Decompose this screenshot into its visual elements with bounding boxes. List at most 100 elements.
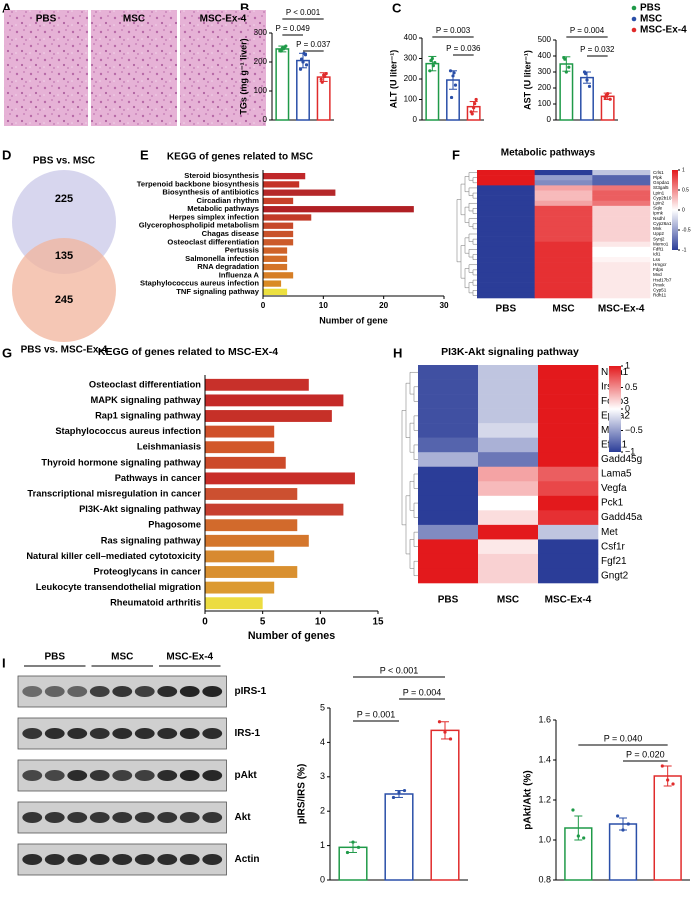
y-tick-label: 300 xyxy=(404,54,418,63)
heatmap-cell xyxy=(477,241,535,248)
p-value: P = 0.040 xyxy=(604,733,643,743)
category-label: Metabolic pathways xyxy=(187,204,259,213)
bar xyxy=(263,255,288,262)
blot-band xyxy=(112,770,133,781)
data-point xyxy=(582,836,586,840)
heatmap-cell xyxy=(534,216,593,222)
heatmap-cell xyxy=(538,452,599,468)
y-tick-label: 300 xyxy=(538,67,552,76)
row-label: St3gal5 xyxy=(653,185,669,190)
colorbar-label: 1 xyxy=(682,167,685,173)
data-point xyxy=(284,44,288,48)
blot-band xyxy=(89,728,110,739)
venn-circle xyxy=(12,238,116,342)
bar xyxy=(263,230,294,238)
heatmap-cell xyxy=(478,524,539,540)
blot-band xyxy=(157,854,178,865)
row-label: Mvd xyxy=(653,272,662,277)
p-value: P < 0.001 xyxy=(380,665,419,675)
data-point xyxy=(604,93,608,97)
heatmap-cell xyxy=(534,231,593,237)
category-label: Osteoclast differentiation xyxy=(167,237,259,246)
y-tick-label: 400 xyxy=(404,33,418,42)
p-value: P = 0.036 xyxy=(446,44,481,53)
p-value: P = 0.001 xyxy=(357,709,396,719)
data-point xyxy=(437,720,442,724)
chart-title: PI3K-Akt signaling pathway xyxy=(441,346,579,358)
row-label: Plpk xyxy=(653,175,663,180)
colorbar-label: 0 xyxy=(682,207,685,213)
x-tick-label: 15 xyxy=(373,617,384,628)
category-label: Salmonella infection xyxy=(185,254,259,263)
y-tick-label: 400 xyxy=(538,51,552,60)
data-point xyxy=(433,61,437,65)
row-label: Csf1r xyxy=(601,541,626,552)
blot-band xyxy=(157,812,178,823)
category-label: Thyroid hormone signaling pathway xyxy=(41,457,201,467)
p-value: P = 0.032 xyxy=(580,45,615,54)
heatmap-cell xyxy=(592,251,651,258)
data-point xyxy=(323,74,327,79)
bar xyxy=(296,59,310,121)
bar xyxy=(205,597,263,610)
bar xyxy=(205,488,298,500)
row-label: Mvk xyxy=(653,226,662,231)
column-label: MSC xyxy=(552,304,574,315)
venn-count: 245 xyxy=(55,294,73,306)
bar xyxy=(205,550,275,563)
panel-letter: C xyxy=(392,0,402,15)
row-label: Pmvk xyxy=(653,282,665,287)
y-axis-title: TGs (mg g⁻¹ liver) xyxy=(238,38,248,114)
colorbar-label: −1 xyxy=(625,446,635,456)
heatmap-cell xyxy=(592,226,651,232)
heatmap-cell xyxy=(592,272,651,278)
y-axis-title: pAkt/Akt (%) xyxy=(523,770,534,829)
blot-band xyxy=(179,728,200,739)
blot-band xyxy=(202,812,223,823)
data-point xyxy=(671,782,675,786)
y-tick-label: 1.0 xyxy=(538,834,551,844)
data-point xyxy=(391,795,396,800)
heatmap-cell xyxy=(592,185,651,191)
blot-label: pIRS-1 xyxy=(235,686,267,697)
data-point xyxy=(320,80,324,84)
column-label: MSC xyxy=(497,595,519,606)
blot-band xyxy=(67,686,88,697)
p-value: P = 0.020 xyxy=(626,749,665,759)
heatmap-cell xyxy=(534,226,593,232)
blot-band xyxy=(157,686,178,697)
heatmap-cell xyxy=(477,180,535,186)
heatmap-cell xyxy=(478,568,539,584)
heatmap-cell xyxy=(478,466,539,482)
data-point xyxy=(576,834,580,838)
heatmap-cell xyxy=(534,236,593,242)
category-label: Pertussis xyxy=(225,246,259,255)
heatmap-cell xyxy=(477,246,535,253)
data-point xyxy=(448,737,453,741)
data-point xyxy=(571,808,575,812)
blot-band xyxy=(112,854,133,865)
data-point xyxy=(443,730,447,734)
heatmap-cell xyxy=(592,277,651,283)
category-label: Transcriptional misregulation in cancer xyxy=(27,488,201,498)
heatmap-cell xyxy=(534,251,593,258)
bar xyxy=(263,197,294,205)
histology-label: PBS xyxy=(36,14,57,25)
chart-title: Metabolic pathways xyxy=(501,148,596,159)
row-label: Lss xyxy=(653,257,661,262)
heatmap-cell xyxy=(478,510,539,526)
blot-band xyxy=(179,854,200,865)
heatmap-cell xyxy=(592,175,651,181)
data-point xyxy=(453,83,458,87)
heatmap-cell xyxy=(592,257,651,263)
heatmap-cell xyxy=(538,481,599,497)
heatmap-cell xyxy=(592,267,651,273)
data-point xyxy=(660,764,664,768)
blot-label: IRS-1 xyxy=(235,728,261,739)
colorbar-label: 0.5 xyxy=(625,382,638,392)
blot-label: Akt xyxy=(235,812,252,823)
legend-marker xyxy=(631,5,637,11)
x-tick-label: 30 xyxy=(439,301,449,310)
category-label: Terpenoid backbone biosynthesis xyxy=(137,179,259,188)
heatmap-cell xyxy=(592,205,651,212)
